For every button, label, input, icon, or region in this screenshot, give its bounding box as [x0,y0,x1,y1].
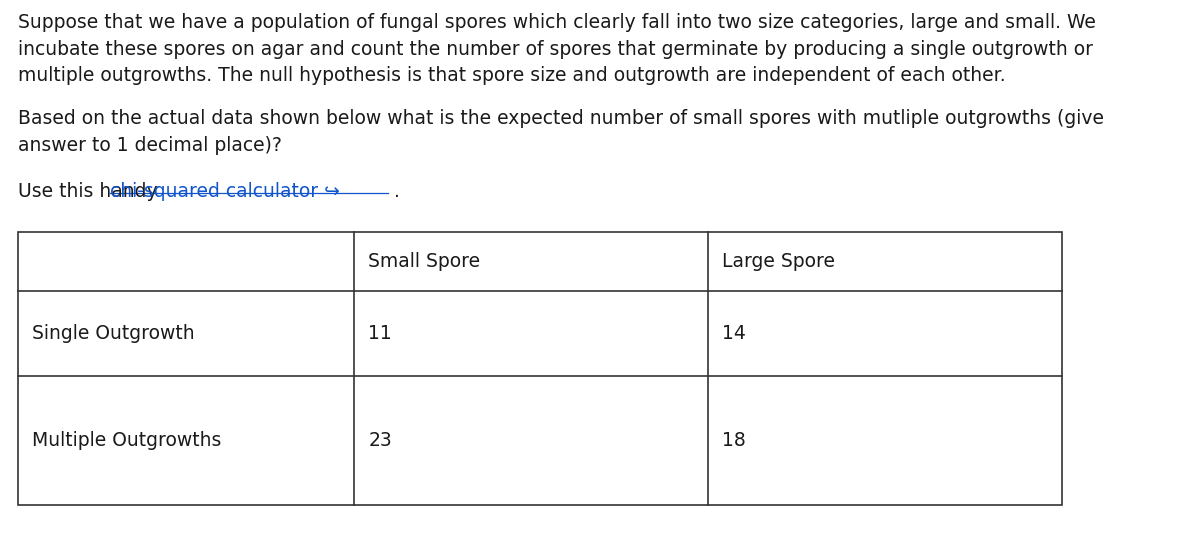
Text: 23: 23 [368,431,392,450]
Text: 18: 18 [722,431,746,450]
Text: Based on the actual data shown below what is the expected number of small spores: Based on the actual data shown below wha… [18,109,1104,155]
Text: Use this handy: Use this handy [18,182,163,201]
Text: Small Spore: Small Spore [368,252,480,271]
Text: Single Outgrowth: Single Outgrowth [32,324,196,343]
Text: 14: 14 [722,324,746,343]
Text: .: . [388,182,400,201]
Text: Multiple Outgrowths: Multiple Outgrowths [32,431,222,450]
Text: Suppose that we have a population of fungal spores which clearly fall into two s: Suppose that we have a population of fun… [18,13,1096,85]
Text: 11: 11 [368,324,392,343]
Text: Large Spore: Large Spore [722,252,835,271]
Text: chi-squared calculator ↪: chi-squared calculator ↪ [110,182,341,201]
